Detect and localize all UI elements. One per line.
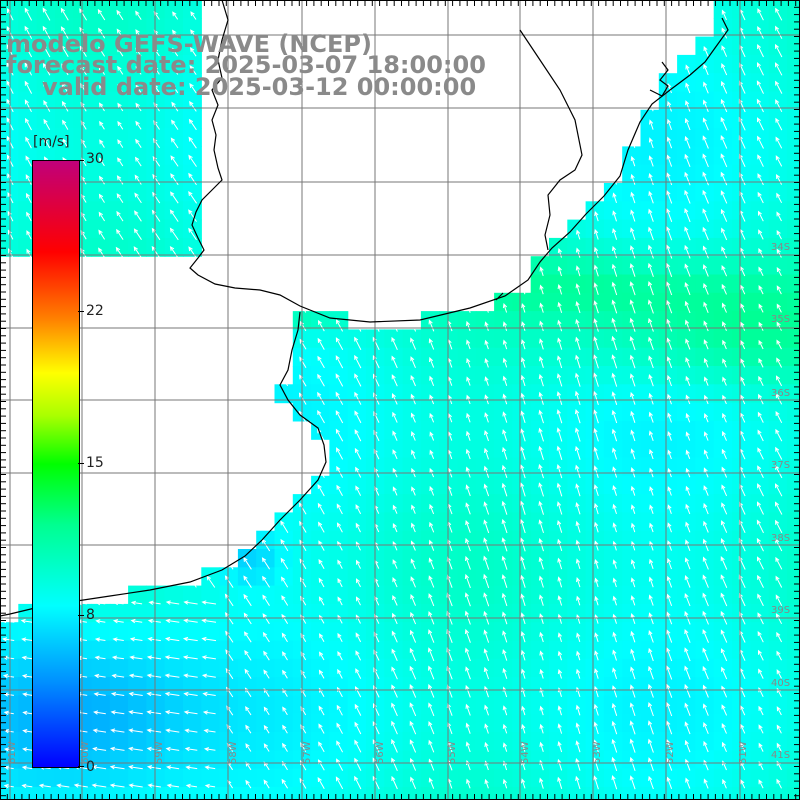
colorbar-tick-mark [78,615,84,616]
lon-label: 53W [592,741,603,764]
colorbar-tick-mark [78,463,84,464]
lat-label: 35S [771,314,790,325]
coastline [0,0,729,617]
lon-label: 52W [665,741,676,764]
colorbar-tick: 8 [86,607,95,623]
colorbar-unit: [m/s] [33,134,70,150]
latitude-labels: 34S 35S 36S 37S 38S 39S 40S 41S [771,242,790,761]
lon-label: 59W [154,741,165,764]
lat-label: 36S [771,388,790,399]
lon-label: 54W [520,741,531,764]
colorbar-tick: 22 [86,303,104,319]
colorbar-tick: 30 [86,151,104,167]
lat-label: 40S [771,678,790,689]
lat-label: 41S [771,750,790,761]
lon-label: 57W [302,741,313,764]
colorbar-tick-mark [78,311,84,312]
lon-label: 51W [738,741,749,764]
colorbar-tick: 15 [86,455,104,471]
colorbar-tick-mark [78,160,84,161]
lon-label: 56W [375,741,386,764]
lon-label: 60W [80,741,91,764]
lon-label: 55W [447,741,458,764]
colorbar [32,160,80,768]
colorbar-tick-mark [78,766,84,767]
valid-date: valid date: 2025-03-12 00:00:00 [42,73,477,101]
lat-label: 34S [771,242,790,253]
forecast-date: forecast date: 2025-03-07 18:00:00 [6,51,486,79]
lon-label: 58W [228,741,239,764]
lat-label: 39S [771,605,790,616]
longitude-labels: 61W 60W 59W 58W 57W 56W 55W 54W 53W 52W 51W [7,741,749,764]
lat-label: 37S [771,460,790,471]
lat-label: 38S [771,533,790,544]
model-title: modelo GEFS-WAVE (NCEP) [6,30,372,58]
lon-label: 61W [7,741,18,764]
wind-vector-arrows [1,7,783,790]
colorbar-tick: 0 [86,759,95,775]
